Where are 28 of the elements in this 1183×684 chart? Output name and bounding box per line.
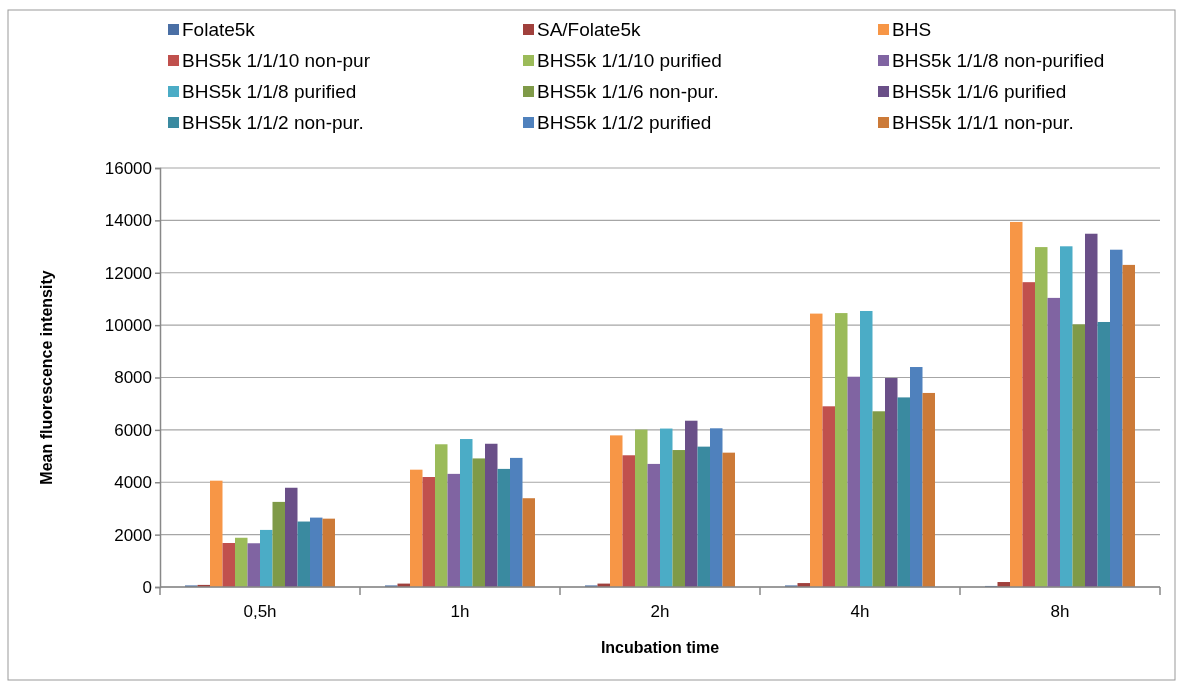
legend-label: BHS5k 1/1/2 non-pur. (182, 112, 364, 133)
legend-label: BHS5k 1/1/6 non-pur. (537, 81, 719, 102)
y-tick-label: 0 (142, 577, 152, 597)
y-tick-label: 14000 (104, 211, 152, 231)
legend-label: Folate5k (182, 19, 256, 40)
legend-label: BHS5k 1/1/1 non-pur. (892, 112, 1074, 133)
x-tick-label: 2h (650, 602, 670, 621)
legend-label: BHS5k 1/1/8 purified (182, 81, 357, 102)
y-tick-label: 10000 (104, 316, 152, 336)
legend-label: BHS5k 1/1/10 non-pur (182, 50, 371, 71)
legend-label: BHS (892, 19, 932, 40)
x-tick-label: 0,5h (243, 602, 277, 621)
legend-label: BHS5k 1/1/2 purified (537, 112, 712, 133)
y-tick-label: 12000 (104, 263, 152, 283)
legend-label: BHS5k 1/1/10 purified (537, 50, 722, 71)
legend-label: BHS5k 1/1/8 non-purified (892, 50, 1105, 71)
x-tick-label: 4h (850, 602, 870, 621)
x-tick-label: 8h (1050, 602, 1070, 621)
y-tick-label: 8000 (114, 368, 152, 388)
legend-label: BHS5k 1/1/6 purified (892, 81, 1067, 102)
y-tick-label: 2000 (114, 525, 152, 545)
legend-label: SA/Folate5k (537, 19, 641, 40)
y-tick-label: 6000 (114, 420, 152, 440)
x-tick-label: 1h (450, 602, 470, 621)
y-tick-label: 16000 (104, 158, 152, 178)
x-axis-title: Incubation time (600, 639, 720, 656)
y-tick-label: 4000 (114, 473, 152, 493)
y-axis-title: Mean fluorescence intensity (38, 270, 55, 485)
